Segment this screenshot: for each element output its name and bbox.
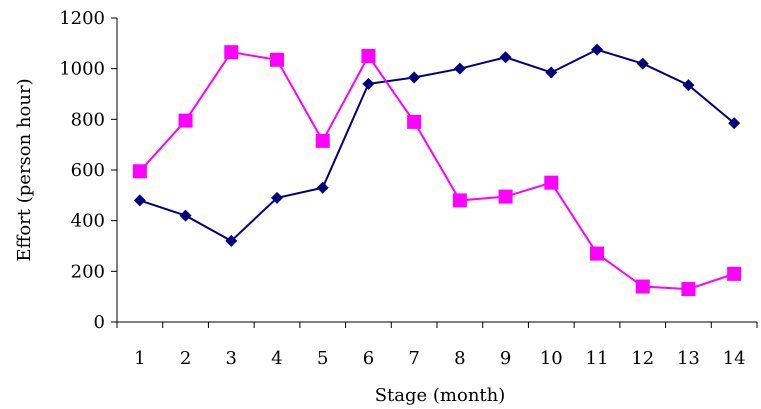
data-point [498, 189, 513, 204]
data-point [453, 62, 466, 75]
x-tick-label: 3 [226, 348, 237, 369]
x-axis-title: Stage (month) [375, 385, 506, 406]
data-point [499, 51, 512, 64]
data-point [270, 52, 284, 67]
series-layer [132, 43, 742, 297]
data-point [179, 209, 192, 222]
data-point [132, 164, 147, 179]
x-tick-label: 10 [540, 348, 563, 369]
data-point [133, 194, 146, 207]
data-point [362, 77, 375, 90]
data-point [224, 45, 239, 60]
data-point [544, 175, 559, 190]
y-tick-label: 0 [94, 312, 105, 333]
x-tick-label: 1 [134, 348, 145, 369]
data-point [636, 57, 649, 70]
data-point [452, 193, 467, 208]
series-2 [132, 45, 742, 297]
x-tick-label: 5 [317, 348, 328, 369]
x-tick-label: 6 [363, 348, 374, 369]
data-point [728, 117, 741, 130]
y-tick-label: 1000 [59, 59, 105, 80]
x-tick-label: 2 [180, 348, 191, 369]
data-point [407, 114, 422, 129]
x-tick-label: 8 [454, 348, 465, 369]
x-tick-label: 13 [677, 348, 700, 369]
data-point [271, 191, 283, 204]
x-tick-label: 7 [408, 348, 419, 369]
series-line [139, 51, 735, 291]
data-point [316, 181, 329, 194]
data-point [727, 266, 742, 281]
data-point [315, 133, 330, 148]
data-point [225, 234, 238, 247]
data-point [408, 71, 421, 84]
x-tick-label: 4 [271, 348, 282, 369]
data-point [178, 113, 193, 128]
y-tick-label: 1200 [59, 8, 105, 29]
y-axis-title: Effort (person hour) [14, 78, 35, 261]
data-point [591, 43, 603, 56]
y-tick-label: 600 [71, 160, 105, 181]
y-tick-label: 200 [71, 261, 105, 282]
series-line [139, 48, 735, 243]
y-tick-label: 800 [71, 109, 105, 130]
x-tick-label: 9 [500, 348, 511, 369]
y-tick-label: 400 [71, 211, 105, 232]
data-point [545, 66, 558, 79]
series-1 [133, 43, 741, 247]
x-tick-label: 12 [631, 348, 654, 369]
chart-axes [111, 17, 758, 328]
data-point [590, 246, 604, 261]
x-tick-label: 14 [723, 348, 746, 369]
data-point [681, 282, 696, 297]
data-point [682, 79, 695, 92]
x-tick-label: 11 [586, 348, 609, 369]
data-point [635, 279, 650, 294]
data-point [361, 49, 376, 63]
